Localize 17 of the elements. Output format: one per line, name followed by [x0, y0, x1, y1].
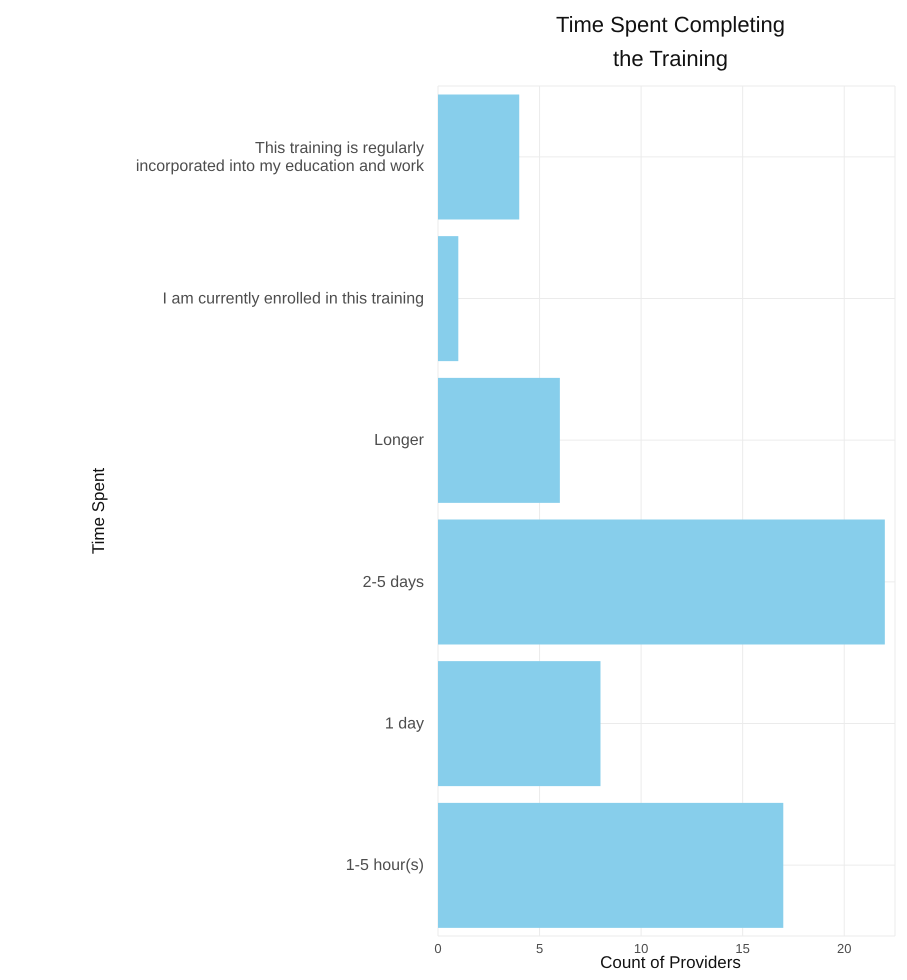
- x-tick-label: 5: [536, 941, 544, 956]
- y-tick-label: I am currently enrolled in this training: [162, 290, 424, 308]
- bar: [438, 802, 784, 928]
- x-tick-label: 20: [836, 941, 852, 956]
- y-tick-label: 2-5 days: [362, 574, 424, 591]
- bar: [438, 236, 458, 362]
- y-tick-label: This training is regularly incorporated into my education and work: [136, 140, 425, 175]
- bar: [438, 520, 885, 644]
- bar: [438, 661, 600, 786]
- bar: [438, 378, 560, 503]
- y-axis-title: Time Spent: [89, 468, 108, 554]
- bar: [438, 94, 520, 220]
- chart-title: Time Spent Completing the Training: [554, 11, 786, 73]
- y-tick-label: 1-5 hour(s): [346, 857, 424, 874]
- x-tick-label: 0: [434, 941, 442, 956]
- y-tick-label: Longer: [374, 432, 425, 450]
- y-tick-label: 1 day: [384, 716, 424, 732]
